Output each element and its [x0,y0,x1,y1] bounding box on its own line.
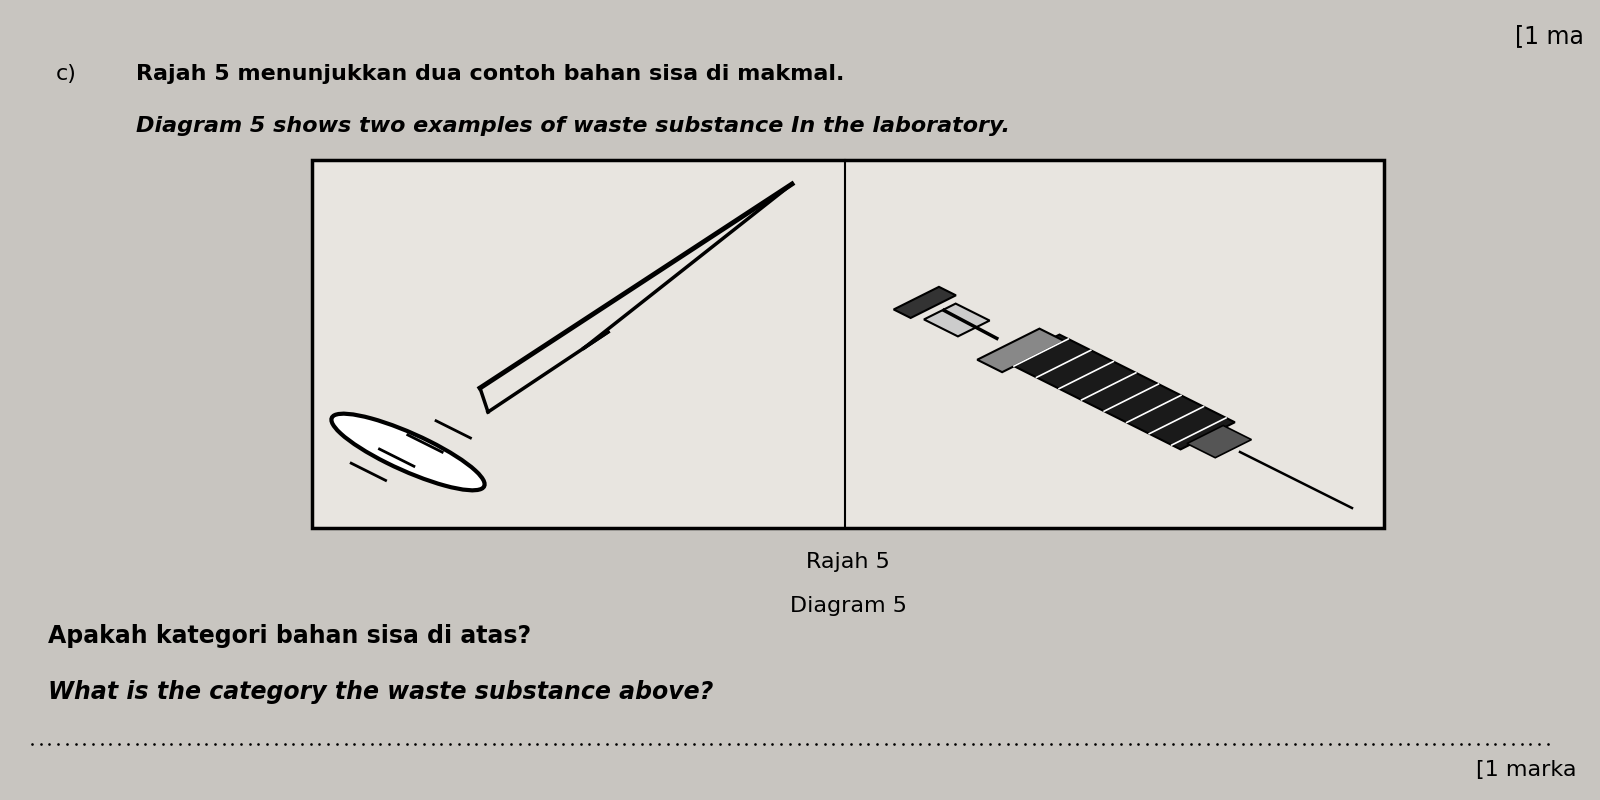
Ellipse shape [331,414,485,490]
Text: Diagram 5 shows two examples of waste substance In the laboratory.: Diagram 5 shows two examples of waste su… [136,116,1010,136]
Text: Diagram 5: Diagram 5 [789,596,907,616]
Bar [978,329,1064,372]
Bar [312,160,1384,528]
Bar [1005,334,1235,450]
Text: c): c) [56,64,77,84]
Text: [1 marka: [1 marka [1475,760,1576,780]
Text: Apakah kategori bahan sisa di atas?: Apakah kategori bahan sisa di atas? [48,624,531,648]
Text: What is the category the waste substance above?: What is the category the waste substance… [48,680,714,704]
Text: Rajah 5 menunjukkan dua contoh bahan sisa di makmal.: Rajah 5 menunjukkan dua contoh bahan sis… [136,64,845,84]
Bar [894,287,955,318]
Text: [1 ma: [1 ma [1515,24,1584,48]
Bar [1187,426,1251,458]
Bar [923,303,990,337]
Text: Rajah 5: Rajah 5 [806,552,890,572]
